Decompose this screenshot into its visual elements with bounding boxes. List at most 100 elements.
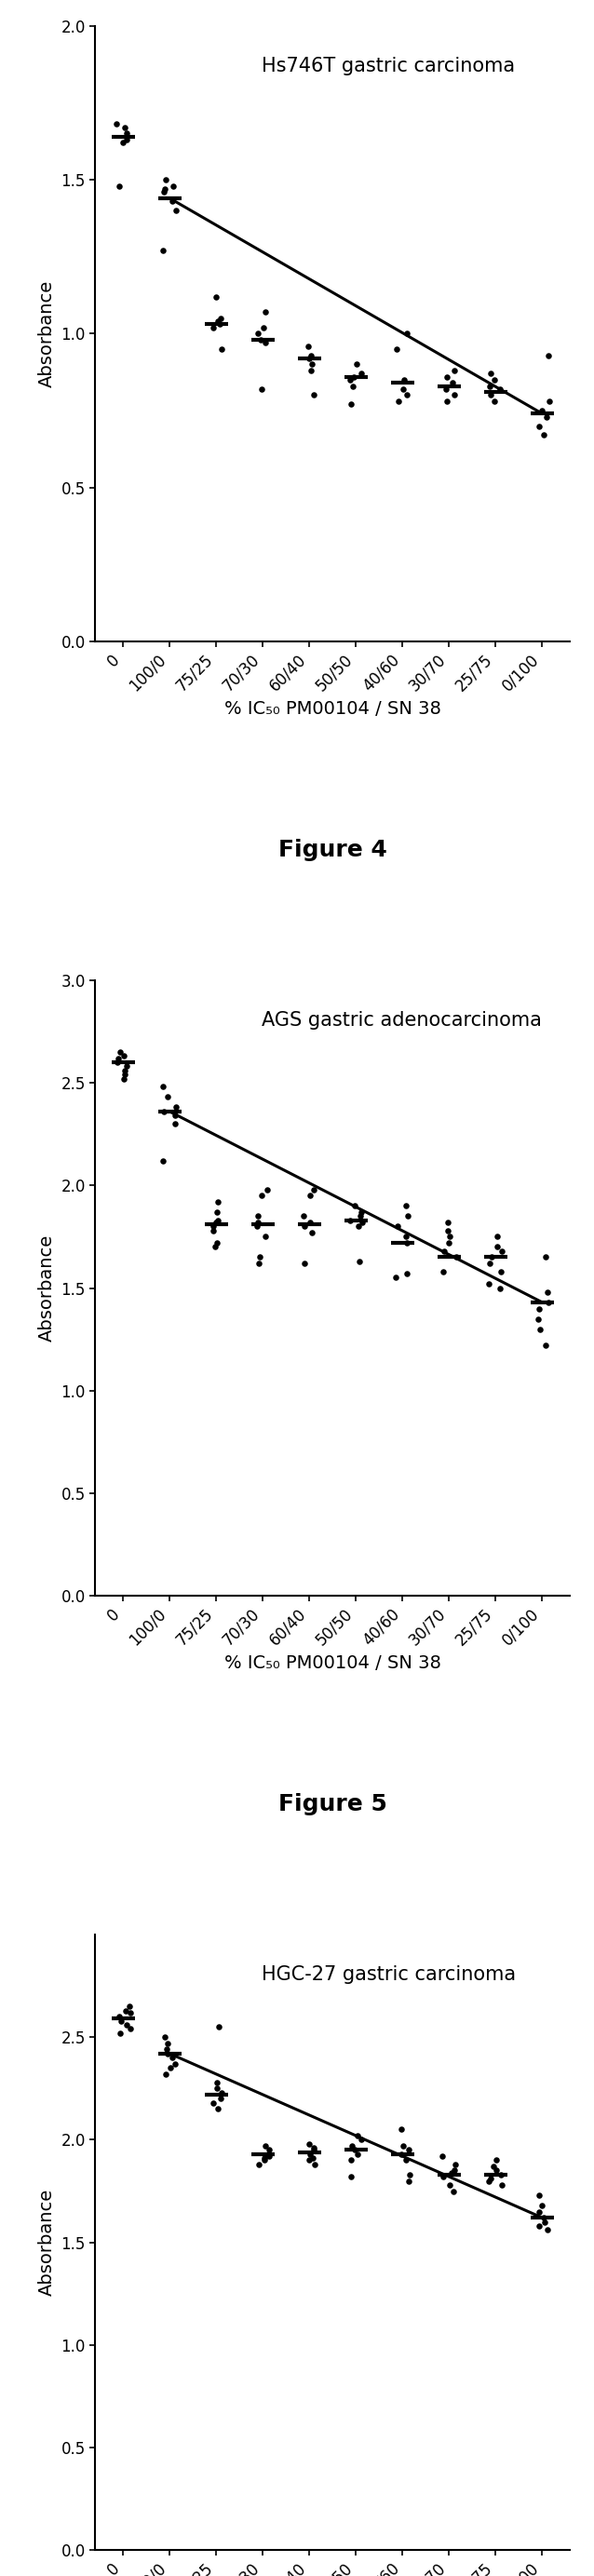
Point (497, 1231, 507, 1273)
Point (356, 2120, 366, 2161)
Point (252, 1206, 261, 1247)
Point (122, 2004, 131, 2045)
Point (304, 325, 313, 366)
Point (208, 1206, 218, 1247)
Point (211, 1203, 221, 1244)
Point (442, 381, 451, 422)
Point (405, 2154, 414, 2195)
Point (353, 1206, 363, 1247)
Point (438, 1252, 448, 1293)
Point (352, 343, 361, 384)
Point (358, 1203, 367, 1244)
Point (497, 1252, 506, 1293)
Point (486, 353, 496, 394)
Point (304, 2123, 314, 2164)
Point (539, 2197, 548, 2239)
Point (116, 2012, 125, 2053)
Point (163, 2022, 173, 2063)
Point (394, 381, 403, 422)
Point (112, 1041, 122, 1082)
Point (307, 335, 316, 376)
Point (448, 363, 457, 404)
Point (256, 319, 266, 361)
Point (544, 1283, 553, 1324)
Point (258, 307, 268, 348)
Point (170, 2043, 180, 2084)
Point (535, 1309, 544, 1350)
Point (170, 1103, 179, 1144)
Point (539, 415, 548, 456)
Point (489, 358, 499, 399)
Point (212, 2061, 222, 2102)
Point (495, 1267, 504, 1309)
Point (125, 1991, 135, 2032)
Point (307, 343, 316, 384)
Point (397, 2110, 406, 2151)
Point (217, 327, 227, 368)
Point (309, 2128, 318, 2169)
Point (399, 368, 408, 410)
Point (159, 173, 169, 214)
Point (451, 2143, 460, 2184)
Point (402, 1252, 412, 1293)
Point (486, 374, 495, 415)
Point (120, 106, 129, 147)
Point (489, 2146, 498, 2187)
Point (349, 366, 358, 407)
Point (254, 2143, 264, 2184)
Point (121, 1989, 131, 2030)
Point (122, 118, 131, 160)
Point (403, 1195, 413, 1236)
Point (309, 1170, 319, 1211)
Point (120, 1054, 129, 1095)
Point (391, 1257, 401, 1298)
Point (346, 384, 355, 425)
Point (300, 1206, 309, 1247)
Point (213, 2089, 223, 2130)
Point (543, 1273, 552, 1314)
Point (260, 2138, 270, 2179)
Point (485, 1242, 495, 1283)
Point (541, 1236, 551, 1278)
Point (260, 2141, 269, 2182)
Point (402, 374, 412, 415)
Point (160, 160, 170, 201)
Point (451, 1236, 460, 1278)
Point (540, 2202, 549, 2244)
Point (449, 350, 459, 392)
Point (537, 389, 546, 430)
Point (401, 2141, 410, 2182)
Point (400, 358, 409, 399)
Point (497, 2164, 507, 2205)
Point (255, 1236, 264, 1278)
Point (403, 1221, 412, 1262)
Point (171, 191, 181, 232)
Point (307, 1211, 317, 1252)
Point (492, 2151, 501, 2192)
Point (253, 314, 263, 355)
Point (122, 113, 131, 155)
Point (309, 374, 318, 415)
Point (402, 314, 412, 355)
Point (489, 381, 499, 422)
Point (445, 1216, 454, 1257)
Point (542, 397, 552, 438)
Text: AGS gastric adenocarcinoma: AGS gastric adenocarcinoma (261, 1010, 542, 1030)
Point (353, 2133, 362, 2174)
Point (159, 1141, 168, 1182)
Point (116, 1999, 126, 2040)
Point (160, 2017, 169, 2058)
Point (119, 1036, 128, 1077)
Point (350, 2130, 359, 2172)
Point (495, 368, 505, 410)
Point (391, 327, 401, 368)
Point (404, 2130, 413, 2172)
Point (299, 1242, 309, 1283)
Point (443, 355, 452, 397)
Point (355, 1195, 365, 1236)
Point (485, 366, 495, 407)
Point (397, 2133, 406, 2174)
Point (118, 121, 128, 162)
Point (535, 2174, 544, 2215)
Point (125, 2009, 135, 2050)
